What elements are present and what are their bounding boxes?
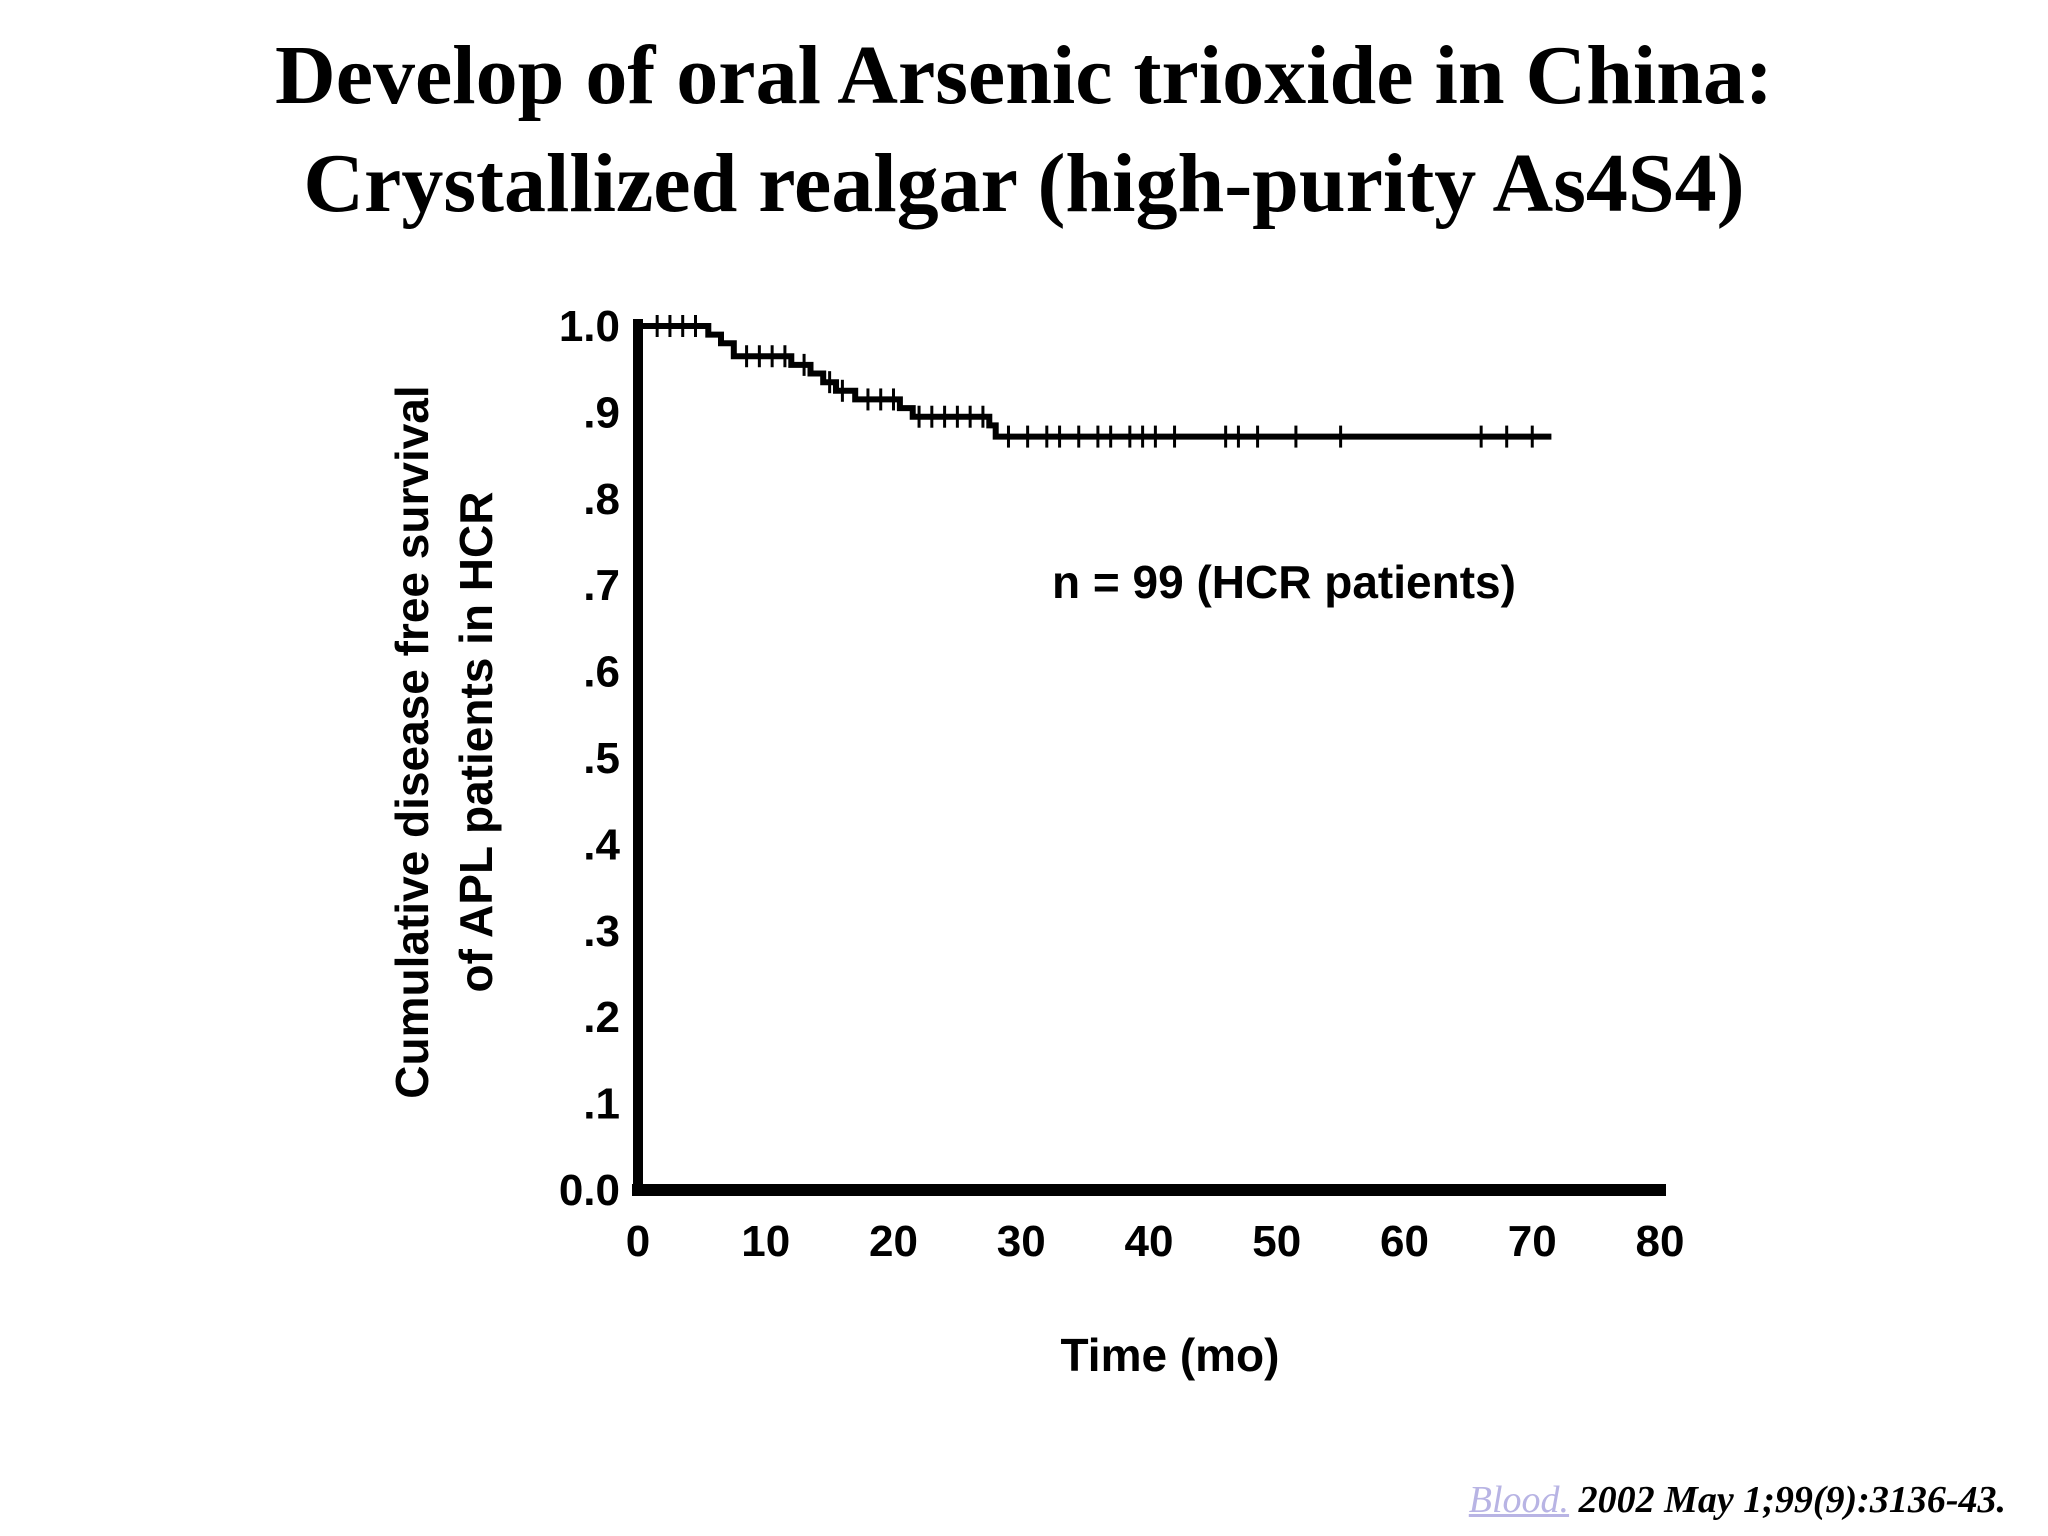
y-axis-label-line-1: Cumulative disease free survival xyxy=(386,385,438,1099)
x-tick-label: 40 xyxy=(1125,1217,1174,1266)
y-tick-label: .3 xyxy=(583,907,620,956)
x-axis-label: Time (mo) xyxy=(1060,1329,1280,1381)
x-tick-labels: 0 10 20 30 40 50 60 70 80 xyxy=(626,1217,1685,1266)
y-axis-label-line-2: of APL patients in HCR xyxy=(450,491,502,993)
title-line-1: Develop of oral Arsenic trioxide in Chin… xyxy=(275,29,1773,122)
y-tick-labels: 0.0 .1 .2 .3 .4 .5 .6 .7 .8 .9 1.0 xyxy=(559,302,621,1215)
y-tick-label: .2 xyxy=(583,993,620,1042)
title-line-2: Crystallized realgar (high-purity As4S4) xyxy=(303,137,1745,230)
chart-axes xyxy=(632,319,1666,1196)
y-tick-label: .4 xyxy=(583,820,620,869)
slide-title: Develop of oral Arsenic trioxide in Chin… xyxy=(0,22,2048,238)
y-tick-label: .5 xyxy=(583,734,620,783)
citation: Blood. 2002 May 1;99(9):3136-43. xyxy=(1469,1478,2006,1522)
chart-annotation: n = 99 (HCR patients) xyxy=(1052,556,1516,608)
x-tick-label: 20 xyxy=(869,1217,918,1266)
citation-journal-link[interactable]: Blood. xyxy=(1468,1479,1570,1521)
x-tick-label: 50 xyxy=(1252,1217,1301,1266)
survival-step-line xyxy=(638,323,1552,440)
x-tick-label: 10 xyxy=(741,1217,790,1266)
y-tick-label: .9 xyxy=(583,388,620,437)
y-tick-label: 0.0 xyxy=(559,1166,620,1215)
x-tick-label: 70 xyxy=(1508,1217,1557,1266)
y-axis-label: Cumulative disease free survival of APL … xyxy=(380,312,508,1172)
x-tick-label: 80 xyxy=(1636,1217,1685,1266)
citation-details: 2002 May 1;99(9):3136-43. xyxy=(1569,1479,2006,1521)
censor-marks xyxy=(655,315,1534,448)
survival-curve xyxy=(638,323,1552,440)
y-tick-label: .6 xyxy=(583,648,620,697)
x-tick-label: 60 xyxy=(1380,1217,1429,1266)
y-tick-label: .1 xyxy=(583,1080,620,1129)
y-tick-label: .7 xyxy=(583,561,620,610)
y-tick-label: 1.0 xyxy=(559,302,620,351)
x-tick-label: 0 xyxy=(626,1217,650,1266)
x-tick-label: 30 xyxy=(997,1217,1046,1266)
y-tick-label: .8 xyxy=(583,475,620,524)
